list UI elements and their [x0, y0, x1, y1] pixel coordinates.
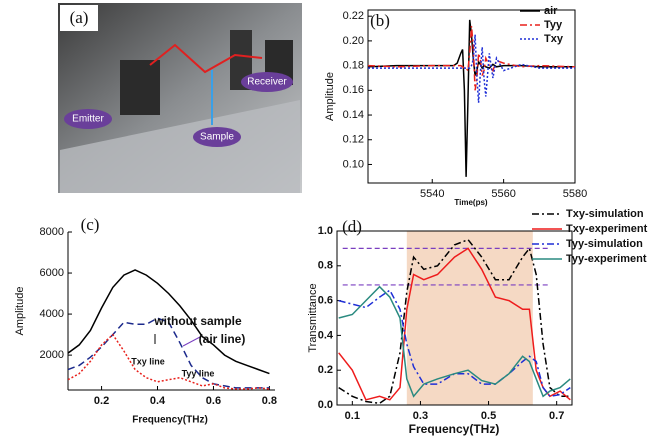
y-tick-label: 0.12 [343, 134, 364, 146]
plot-frame [367, 9, 576, 184]
optical-table [60, 100, 300, 193]
y-tick-label: 0.18 [343, 60, 364, 72]
y-axis-label: Amplitude [324, 72, 336, 121]
callout: Sample [200, 132, 234, 143]
panel-label: (d) [342, 217, 362, 236]
y-tick-label: 4000 [40, 308, 64, 320]
beam-path [149, 43, 263, 74]
legend-label: Tyy-simulation [566, 238, 643, 250]
panel-label: (a) [70, 8, 89, 27]
series-line [68, 317, 270, 389]
y-tick-label: 0.14 [343, 109, 364, 121]
band [406, 231, 533, 405]
y-tick-label: 2000 [40, 349, 64, 361]
legend-label: Txy-simulation [566, 208, 644, 220]
x-tick-label: 0.5 [481, 410, 496, 422]
x-tick-label: 0.7 [549, 410, 564, 422]
y-axis-label: Transmittance [307, 283, 319, 352]
y-tick-label: 0.20 [343, 35, 364, 47]
y-axis-label: Amplitude [14, 287, 26, 336]
panel-label-box [60, 5, 98, 31]
x-tick-label: 0.3 [413, 410, 428, 422]
panel-label: (b) [370, 11, 390, 30]
callout-bubble [64, 109, 112, 129]
y-tick-label: 0.6 [318, 295, 333, 307]
emitter-device [120, 60, 160, 115]
legend-label: Tyy-experiment [566, 253, 647, 265]
legend-label: air [544, 5, 558, 17]
x-axis-label: Frequency(THz) [409, 422, 500, 436]
y-tick-label: 6000 [40, 267, 64, 279]
annotation-arrow [182, 336, 201, 347]
callout-bubble [193, 127, 241, 147]
y-tick-label: 0.2 [318, 364, 333, 376]
series-line [68, 333, 270, 390]
series-line [338, 238, 571, 405]
callout: Emitter [72, 114, 104, 125]
x-axis-label: Time(ps) [454, 198, 488, 207]
x-tick-label: 5540 [420, 188, 444, 200]
y-tick-label: 0.0 [318, 399, 333, 411]
callout-bubble [241, 72, 293, 92]
x-tick-label: 5580 [563, 188, 587, 200]
x-tick-label: 0.2 [94, 395, 109, 407]
y-tick-label: 0.22 [343, 10, 364, 22]
series-line [338, 285, 571, 398]
x-tick-label: 0.6 [206, 395, 221, 407]
plot-frame [336, 230, 573, 406]
y-tick-label: 8000 [40, 226, 64, 238]
callout: Receiver [247, 77, 287, 88]
x-tick-label: 0.4 [150, 395, 166, 407]
legend-label: Txy [544, 33, 564, 45]
x-tick-label: 5560 [491, 188, 515, 200]
y-tick-label: 0.8 [318, 260, 333, 272]
photo-panel: (a) Emitter Sample Receiver [58, 3, 302, 193]
panel-label: (c) [81, 215, 100, 234]
x-axis-label: Frequency(THz) [132, 415, 208, 426]
x-tick-label: 0.8 [262, 395, 277, 407]
legend-label: Tyy [544, 19, 563, 31]
y-tick-label: 0.4 [318, 329, 334, 341]
y-tick-label: 1.0 [318, 225, 333, 237]
sample-holder [230, 30, 252, 90]
annotation: Txy line [131, 356, 165, 366]
annotation: (air line) [199, 332, 246, 346]
x-tick-label: 0.1 [345, 410, 360, 422]
series-line [68, 269, 270, 375]
series-line [338, 289, 571, 398]
series-line [338, 247, 571, 401]
y-tick-label: 0.10 [343, 158, 364, 170]
annotation: Tyy line [182, 368, 215, 378]
series-line [368, 34, 575, 103]
annotation: without sample [153, 314, 242, 328]
series-line [368, 26, 575, 91]
y-tick-label: 0.16 [343, 84, 364, 96]
legend-label: Txy-experiment [566, 223, 648, 235]
